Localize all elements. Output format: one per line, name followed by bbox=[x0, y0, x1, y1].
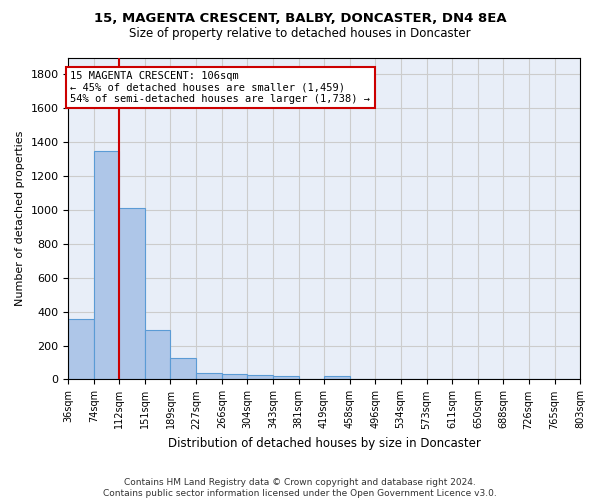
Bar bbox=[119, 208, 145, 380]
Bar bbox=[145, 330, 170, 380]
Bar bbox=[94, 150, 119, 380]
Text: 15 MAGENTA CRESCENT: 106sqm
← 45% of detached houses are smaller (1,459)
54% of : 15 MAGENTA CRESCENT: 106sqm ← 45% of det… bbox=[70, 71, 370, 104]
Bar bbox=[247, 375, 273, 380]
Text: Size of property relative to detached houses in Doncaster: Size of property relative to detached ho… bbox=[129, 28, 471, 40]
Text: Contains HM Land Registry data © Crown copyright and database right 2024.
Contai: Contains HM Land Registry data © Crown c… bbox=[103, 478, 497, 498]
Bar bbox=[324, 376, 350, 380]
Bar bbox=[170, 358, 196, 380]
Bar bbox=[273, 376, 299, 380]
Bar bbox=[222, 374, 247, 380]
Y-axis label: Number of detached properties: Number of detached properties bbox=[15, 131, 25, 306]
Bar bbox=[68, 320, 94, 380]
Text: 15, MAGENTA CRESCENT, BALBY, DONCASTER, DN4 8EA: 15, MAGENTA CRESCENT, BALBY, DONCASTER, … bbox=[94, 12, 506, 26]
X-axis label: Distribution of detached houses by size in Doncaster: Distribution of detached houses by size … bbox=[168, 437, 481, 450]
Bar bbox=[196, 372, 222, 380]
